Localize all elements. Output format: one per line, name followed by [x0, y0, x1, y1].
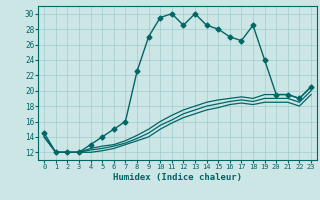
X-axis label: Humidex (Indice chaleur): Humidex (Indice chaleur): [113, 173, 242, 182]
